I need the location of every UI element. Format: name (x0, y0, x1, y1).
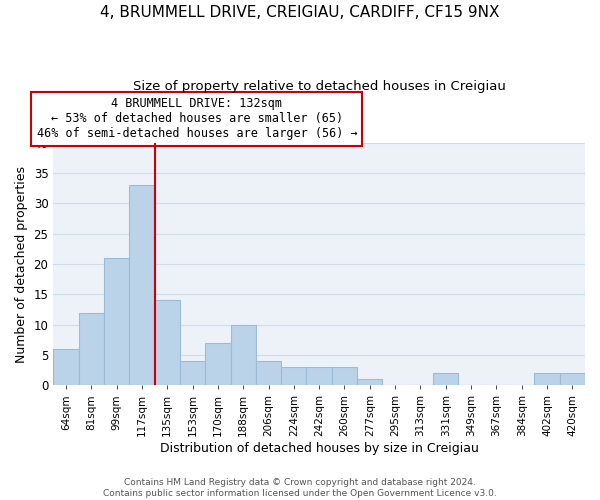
Bar (307, 367, 332, 386)
Text: Contains HM Land Registry data © Crown copyright and database right 2024.
Contai: Contains HM Land Registry data © Crown c… (103, 478, 497, 498)
Bar (535, 373, 560, 386)
Bar (104, 258, 129, 386)
Bar (230, 324, 256, 386)
Bar (281, 367, 307, 386)
Bar (180, 361, 205, 386)
Title: Size of property relative to detached houses in Creigiau: Size of property relative to detached ho… (133, 80, 506, 93)
Bar (560, 373, 585, 386)
X-axis label: Distribution of detached houses by size in Creigiau: Distribution of detached houses by size … (160, 442, 479, 455)
Bar (205, 343, 230, 386)
Bar (155, 300, 180, 386)
Text: 4 BRUMMELL DRIVE: 132sqm
← 53% of detached houses are smaller (65)
46% of semi-d: 4 BRUMMELL DRIVE: 132sqm ← 53% of detach… (37, 98, 357, 140)
Bar (332, 367, 357, 386)
Bar (357, 379, 382, 386)
Bar (129, 185, 155, 386)
Bar (256, 361, 281, 386)
Text: 4, BRUMMELL DRIVE, CREIGIAU, CARDIFF, CF15 9NX: 4, BRUMMELL DRIVE, CREIGIAU, CARDIFF, CF… (100, 5, 500, 20)
Bar (79, 312, 104, 386)
Bar (53, 349, 79, 386)
Y-axis label: Number of detached properties: Number of detached properties (15, 166, 28, 362)
Bar (433, 373, 458, 386)
